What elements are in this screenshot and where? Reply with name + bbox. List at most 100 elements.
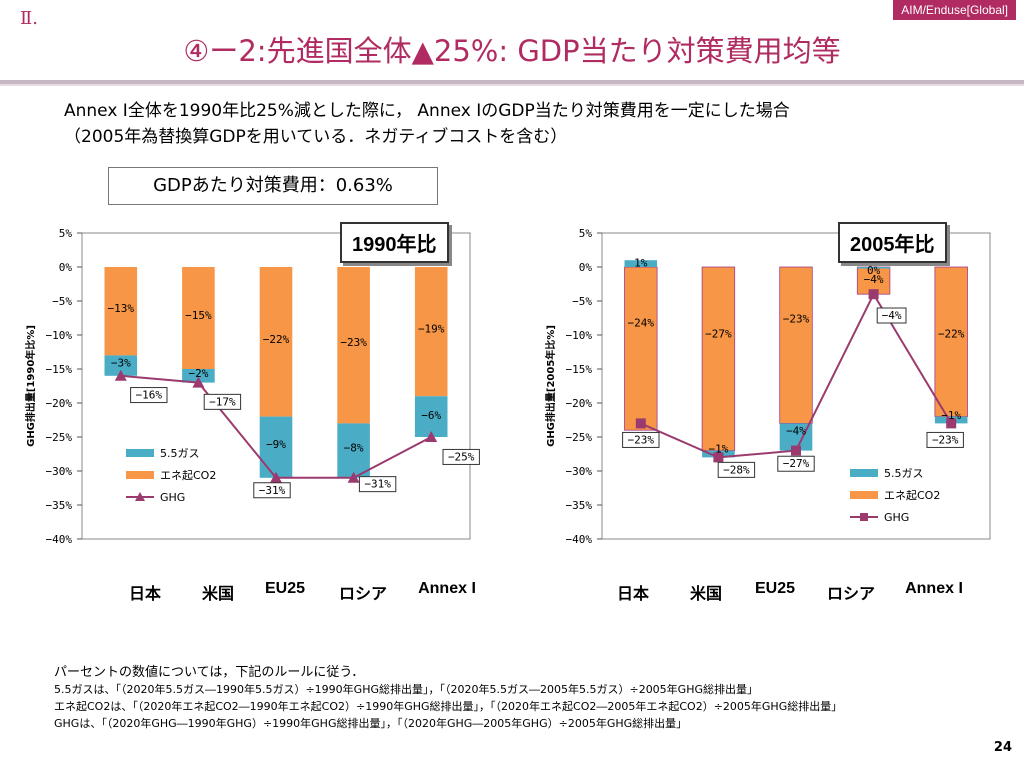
data-label: −25% xyxy=(448,450,475,463)
legend-label: GHG xyxy=(884,511,909,524)
data-label: −6% xyxy=(421,409,441,422)
data-label: −1% xyxy=(941,409,961,422)
ghg-point xyxy=(946,418,957,429)
page-title: ④ー2:先進国全体▲25%: GDP当たり対策費用均等 xyxy=(183,34,841,68)
data-label: −23% xyxy=(783,312,810,325)
y-tick-label: −30% xyxy=(46,465,73,478)
ghg-point xyxy=(635,418,646,429)
data-label: −31% xyxy=(259,484,286,497)
category-label: 米国 xyxy=(689,586,723,603)
category-label: ロシア xyxy=(826,586,876,603)
bar-co2 xyxy=(182,267,215,369)
legend-label: エネ起CO2 xyxy=(884,489,940,502)
data-label: −15% xyxy=(185,309,212,322)
data-label-box xyxy=(130,387,168,404)
legend-label: 5.5ガス xyxy=(884,467,924,480)
category-label: 日本 xyxy=(616,586,650,603)
ghg-point xyxy=(791,445,801,456)
cost-box: GDPあたり対策費用：0.63% xyxy=(108,167,438,205)
legend-swatch xyxy=(126,449,154,457)
y-tick-label: 5% xyxy=(59,227,73,240)
legend-label: GHG xyxy=(160,491,185,504)
data-label: −8% xyxy=(344,442,364,455)
y-tick-label: −25% xyxy=(46,431,73,444)
y-tick-label: 0% xyxy=(579,261,593,274)
note-line: 5.5ガスは、「（2020年5.5ガス―1990年5.5ガス）÷1990年GHG… xyxy=(54,683,759,696)
data-label: −1% xyxy=(708,442,728,455)
note-line: GHGは、「（2020年GHG―1990年GHG）÷1990年GHG総排出量」，… xyxy=(54,717,688,730)
badge-1990: 1990年比 xyxy=(340,222,449,263)
bar-gas xyxy=(182,369,215,383)
legend-marker xyxy=(860,513,868,521)
y-tick-label: 5% xyxy=(579,227,593,240)
category-label: ロシア xyxy=(338,586,388,603)
note-line: エネ起CO2は、「（2020年エネ起CO2―1990年エネ起CO2）÷1990年… xyxy=(54,700,843,713)
bar-gas xyxy=(337,423,370,478)
data-label: −23% xyxy=(628,433,655,446)
y-tick-label: −35% xyxy=(566,499,593,512)
y-axis-label: GHG排出量[2005年比%] xyxy=(544,325,557,447)
data-label: −9% xyxy=(266,438,286,451)
bar-gas xyxy=(857,267,890,269)
ghg-point xyxy=(192,376,205,388)
ghg-point xyxy=(270,471,282,483)
ghg-point xyxy=(713,452,724,463)
y-tick-label: −35% xyxy=(46,499,73,512)
y-axis-label: GHG排出量[1990年比%] xyxy=(24,325,37,447)
data-label: −19% xyxy=(418,323,445,336)
data-label-box xyxy=(442,448,480,465)
bar-gas xyxy=(104,355,138,376)
legend-label: 5.5ガス xyxy=(160,447,200,460)
category-label: EU25 xyxy=(754,580,796,597)
section-number: Ⅱ. xyxy=(20,8,38,29)
legend-swatch xyxy=(850,469,878,477)
category-label: 日本 xyxy=(128,586,162,603)
bar-co2 xyxy=(259,267,293,417)
data-label: −27% xyxy=(783,457,810,470)
y-tick-label: −25% xyxy=(566,431,593,444)
data-label-box xyxy=(876,307,907,324)
legend-marker xyxy=(135,492,145,501)
badge-2005: 2005年比 xyxy=(838,222,947,263)
legend-label: エネ起CO2 xyxy=(160,469,216,482)
chart-2005: 5% 0% −5% −10% −15% −20% −25% −30% −35% −40% GHG排出… xyxy=(544,227,991,546)
y-tick-label: −5% xyxy=(52,295,72,308)
data-label: 1% xyxy=(634,257,648,270)
y-tick-label: 0% xyxy=(59,261,73,274)
data-label: −28% xyxy=(723,463,750,476)
y-tick-label: −40% xyxy=(46,533,73,546)
ghg-point xyxy=(347,471,360,483)
bar-co2 xyxy=(337,267,370,424)
data-label: −4% xyxy=(864,273,884,286)
data-label: −16% xyxy=(136,389,163,402)
bar-co2 xyxy=(934,266,968,418)
bar-co2 xyxy=(414,267,448,397)
data-label: −27% xyxy=(705,327,732,340)
data-label-box xyxy=(777,455,815,472)
note-line: パーセントの数値については，下記のルールに従う． xyxy=(54,665,365,680)
data-label: 0% xyxy=(867,264,881,277)
subtitle: Annex I全体を1990年比25%減とした際に， Annex IのGDP当た… xyxy=(64,98,790,150)
data-label: −23% xyxy=(340,336,367,349)
data-label-box xyxy=(253,482,291,499)
category-label: Annex I xyxy=(418,580,476,597)
category-label: Annex I xyxy=(905,580,963,597)
bar-gas xyxy=(414,396,448,437)
ghg-point xyxy=(114,369,127,381)
data-label: −4% xyxy=(786,425,806,438)
bar-gas xyxy=(259,416,293,478)
category-label: EU25 xyxy=(264,580,306,597)
y-tick-label: −10% xyxy=(566,329,593,342)
data-label: −22% xyxy=(263,333,290,346)
y-tick-label: −15% xyxy=(46,363,73,376)
bar-co2 xyxy=(624,266,658,431)
data-label: −4% xyxy=(882,309,902,322)
data-label: −22% xyxy=(938,327,965,340)
data-label: −3% xyxy=(111,357,131,370)
data-label-box xyxy=(622,431,660,448)
notes: パーセントの数値については，下記のルールに従う． 5.5ガスは、「（2020年5… xyxy=(54,664,1014,732)
corner-tag: AIM/Enduse[Global] xyxy=(893,0,1016,20)
ghg-point xyxy=(425,431,438,442)
y-tick-label: −10% xyxy=(46,329,73,342)
y-tick-label: −30% xyxy=(566,465,593,478)
